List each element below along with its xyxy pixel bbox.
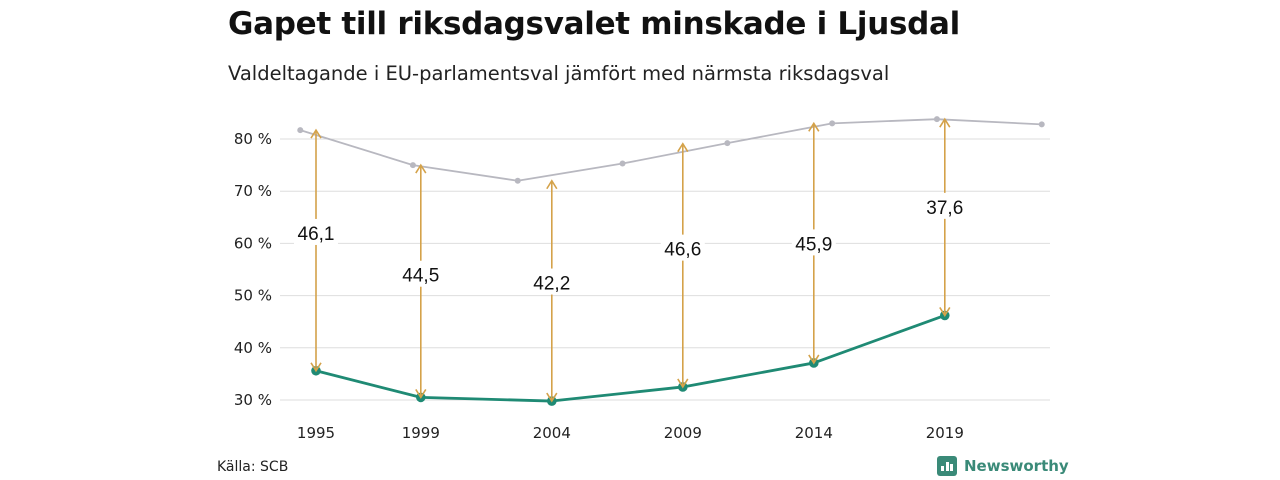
gap-arrow: 46,6 [660,142,705,389]
gap-label-bg [398,260,443,287]
brand-logo: Newsworthy [937,456,1069,476]
gap-arrow-head-top [808,121,820,132]
gap-arrow: 37,6 [922,117,967,317]
x-axis: 1995 1999 2004 2009 2014 2019 [297,424,964,442]
riksdag-data-point [933,116,940,123]
gap-label: 44,5 [402,266,439,287]
gap-arrow: 45,9 [791,121,836,365]
gap-label: 42,2 [533,274,570,295]
chart-subtitle: Valdeltagande i EU-parlamentsval jämfört… [228,62,890,85]
gap-label-bg [791,229,836,256]
x-tick-label: 2019 [926,424,964,442]
riksdag-data-point [514,177,521,184]
riksdag-data-point [724,140,731,147]
y-tick-label: 30 % [234,391,272,409]
y-tick-label: 70 % [234,182,272,200]
eu-turnout-line [315,314,946,403]
gap-label: 46,1 [298,224,335,245]
gap-arrow-head-top [546,179,558,190]
gap-arrow-head-bottom [310,362,322,373]
riksdag-data-point [409,162,416,169]
gap-arrow-head-top [415,163,427,174]
x-tick-label: 1995 [297,424,335,442]
x-tick-label: 2004 [533,424,571,442]
brand-name: Newsworthy [964,457,1069,475]
grid-lines [280,138,1050,401]
gap-label: 37,6 [926,198,963,219]
x-tick-label: 1999 [402,424,440,442]
gap-arrow-head-bottom [415,388,427,399]
y-tick-label: 60 % [234,234,272,252]
gap-arrow: 44,5 [398,163,443,399]
y-axis: 30 % 40 % 50 % 60 % 70 % 80 % [234,130,272,409]
gap-label-bg [294,218,338,245]
riksdag-data-point [829,120,836,127]
gap-arrow-head-bottom [939,307,951,317]
x-tick-label: 2014 [795,424,833,442]
bar-chart-icon [937,456,957,476]
y-tick-label: 40 % [234,339,272,357]
gap-arrow-head-top [677,142,689,153]
gap-label: 46,6 [664,240,701,261]
riksdag-data-point [297,127,304,134]
riksdag-data-point [1038,121,1045,128]
gap-arrow: 42,2 [529,179,574,403]
source-note: Källa: SCB [217,459,289,475]
gap-arrow: 46,1 [294,128,338,373]
gap-label: 45,9 [795,234,832,255]
gap-label-bg [660,234,705,261]
y-tick-label: 50 % [234,287,272,305]
gap-arrows: 46,1 44,5 42,2 46,6 45,9 37,6 [294,117,967,403]
y-tick-label: 80 % [234,130,272,148]
x-tick-label: 2009 [664,424,702,442]
gap-arrow-head-top [939,117,951,128]
gap-arrow-head-top [310,128,322,139]
series [297,116,1045,406]
gap-label-bg [922,192,967,219]
chart-title: Gapet till riksdagsvalet minskade i Ljus… [228,6,960,42]
gap-arrow-head-bottom [677,378,689,389]
gap-label-bg [529,268,574,295]
gap-arrow-head-bottom [546,392,558,403]
gap-arrow-head-bottom [808,354,820,365]
riksdag-turnout-line [300,118,1042,182]
riksdag-data-point [619,160,626,167]
